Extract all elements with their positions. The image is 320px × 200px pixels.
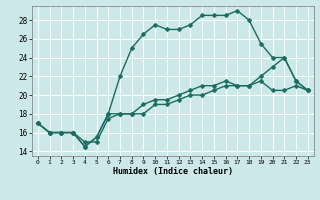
- X-axis label: Humidex (Indice chaleur): Humidex (Indice chaleur): [113, 167, 233, 176]
